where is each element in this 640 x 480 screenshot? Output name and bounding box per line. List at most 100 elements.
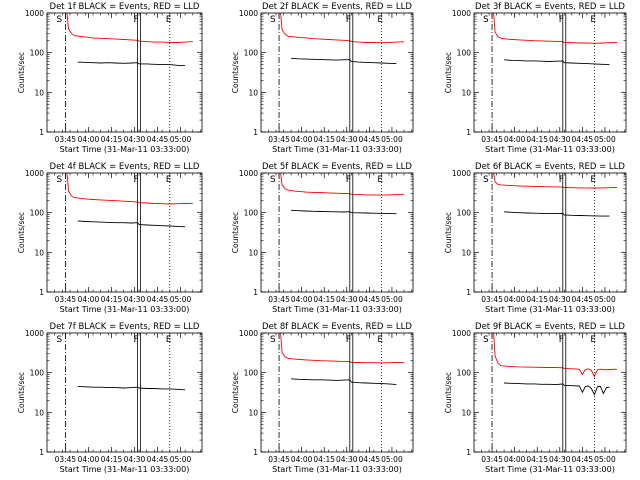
chart-title: Det 8f BLACK = Events, RED = LLD (262, 322, 412, 332)
y-tick-label: 1 (466, 128, 471, 137)
plot-frame (46, 12, 203, 133)
x-axis-label: Start Time (31-Mar-11 03:33:00) (272, 305, 402, 314)
x-tick-label: 04:15 (313, 455, 335, 464)
event-marker-label: F (134, 175, 139, 185)
chart-title: Det 2f BLACK = Events, RED = LLD (262, 2, 412, 12)
x-tick-label: 04:30 (336, 135, 358, 144)
y-tick-label: 1000 (452, 9, 471, 18)
x-tick-label: 03:45 (268, 455, 290, 464)
x-axis-label: Start Time (31-Mar-11 03:33:00) (272, 465, 402, 474)
event-marker-label: F (346, 175, 351, 185)
x-tick-label: 04:30 (124, 295, 146, 304)
plot-frame (473, 332, 627, 453)
chart-title: Det 7f BLACK = Events, RED = LLD (50, 322, 200, 332)
x-tick-label: 04:00 (504, 295, 526, 304)
y-axis-label: Counts/sec (231, 212, 240, 253)
chart-panel-5: Det 5f BLACK = Events, RED = LLD S F E 1 10 10… (231, 162, 414, 314)
y-tick-label: 1 (253, 128, 258, 137)
x-axis-label: Start Time (31-Mar-11 03:33:00) (485, 305, 615, 314)
series-events-line (291, 57, 397, 65)
chart-panel-1: Det 1f BLACK = Events, RED = LLD S F E 1 10 10… (17, 2, 203, 154)
event-marker-label: S (483, 15, 489, 25)
x-tick-label: 04:30 (124, 135, 146, 144)
y-tick-label: 10 (461, 88, 471, 97)
x-tick-label: 04:15 (526, 135, 548, 144)
x-tick-label: 03:45 (268, 135, 290, 144)
x-tick-label: 04:15 (526, 295, 548, 304)
event-marker-label: E (166, 175, 172, 185)
x-tick-label: 04:00 (78, 135, 100, 144)
event-marker-label: E (166, 335, 172, 345)
y-tick-label: 10 (248, 248, 258, 257)
plot-frame (473, 172, 627, 293)
x-tick-label: 04:00 (78, 455, 100, 464)
x-tick-label: 05:00 (170, 135, 192, 144)
x-tick-label: 03:45 (268, 295, 290, 304)
y-tick-label: 1000 (25, 169, 44, 178)
x-tick-label: 03:45 (55, 135, 77, 144)
x-tick-label: 03:45 (55, 295, 77, 304)
plot-frame (46, 332, 203, 453)
event-marker-label: E (590, 175, 596, 185)
series-events-line (291, 378, 397, 386)
x-tick-label: 05:00 (594, 455, 616, 464)
series-events-line (504, 59, 610, 66)
chart-panel-3: Det 3f BLACK = Events, RED = LLD S F E 1 10 10… (444, 2, 627, 154)
x-tick-label: 03:45 (481, 135, 503, 144)
series-lld-line (66, 172, 193, 205)
chart-panel-2: Det 2f BLACK = Events, RED = LLD S F E 1 10 10… (231, 2, 414, 154)
x-tick-label: 04:15 (101, 455, 123, 464)
series-lld-line (493, 172, 618, 189)
y-axis-label: Counts/sec (17, 372, 26, 413)
x-tick-label: 04:45 (147, 295, 169, 304)
x-tick-label: 04:45 (572, 455, 594, 464)
x-tick-label: 04:45 (147, 135, 169, 144)
y-tick-label: 1 (39, 448, 44, 457)
x-tick-label: 04:45 (572, 295, 594, 304)
y-tick-label: 1 (466, 288, 471, 297)
chart-panel-4: Det 4f BLACK = Events, RED = LLD S F E 1 10 10… (17, 162, 203, 314)
chart-title: Det 1f BLACK = Events, RED = LLD (50, 2, 200, 12)
event-marker-label: F (134, 15, 139, 25)
event-marker-label: S (56, 15, 62, 25)
x-tick-label: 04:30 (124, 455, 146, 464)
x-tick-label: 05:00 (594, 295, 616, 304)
chart-title: Det 6f BLACK = Events, RED = LLD (475, 162, 625, 172)
x-tick-label: 04:45 (359, 455, 381, 464)
x-tick-label: 04:00 (291, 455, 313, 464)
y-tick-label: 10 (248, 88, 258, 97)
series-lld-line (280, 12, 405, 44)
y-axis-label: Counts/sec (231, 52, 240, 93)
x-tick-label: 04:30 (336, 295, 358, 304)
y-tick-label: 1 (39, 128, 44, 137)
chart-panel-9: Det 9f BLACK = Events, RED = LLD S F E 1 10 10… (444, 322, 627, 474)
x-tick-label: 04:15 (313, 135, 335, 144)
y-tick-label: 1000 (239, 169, 258, 178)
event-marker-label: E (377, 175, 383, 185)
event-marker-label: S (270, 175, 276, 185)
plot-frame (260, 12, 414, 133)
x-tick-label: 05:00 (170, 295, 192, 304)
x-axis-label: Start Time (31-Mar-11 03:33:00) (272, 145, 402, 154)
x-axis-label: Start Time (31-Mar-11 03:33:00) (485, 145, 615, 154)
y-axis-label: Counts/sec (17, 212, 26, 253)
y-tick-label: 100 (30, 49, 45, 58)
event-marker-label: S (56, 175, 62, 185)
x-tick-label: 04:45 (572, 135, 594, 144)
y-tick-label: 10 (461, 248, 471, 257)
event-marker-label: E (166, 15, 172, 25)
x-tick-label: 03:45 (481, 455, 503, 464)
x-tick-label: 04:45 (359, 135, 381, 144)
series-events-line (291, 209, 397, 215)
y-tick-label: 100 (457, 369, 472, 378)
y-tick-label: 1000 (25, 9, 44, 18)
x-axis-label: Start Time (31-Mar-11 03:33:00) (60, 305, 190, 314)
series-events-line (77, 385, 186, 391)
series-events-line (504, 382, 610, 396)
event-marker-label: F (559, 15, 564, 25)
x-tick-label: 04:45 (147, 455, 169, 464)
series-events-line (77, 220, 186, 228)
event-marker-label: S (270, 15, 276, 25)
y-tick-label: 100 (244, 209, 259, 218)
